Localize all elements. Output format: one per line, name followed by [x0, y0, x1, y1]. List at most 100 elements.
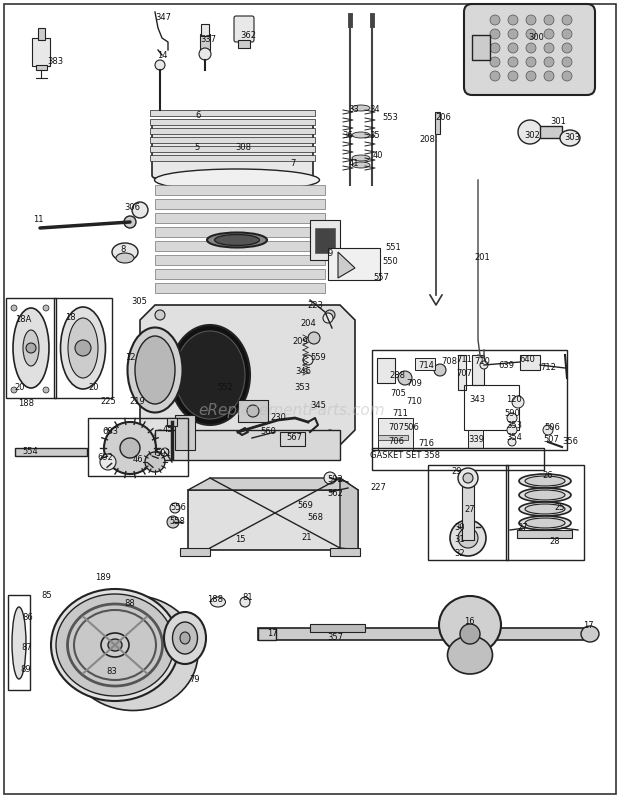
- Ellipse shape: [154, 169, 319, 191]
- Bar: [155, 255, 325, 265]
- Text: 301: 301: [550, 117, 566, 127]
- Text: 552: 552: [217, 384, 233, 393]
- Bar: [372, 448, 544, 470]
- Circle shape: [124, 216, 136, 228]
- Text: 86: 86: [22, 613, 33, 622]
- Circle shape: [11, 305, 17, 311]
- Circle shape: [145, 452, 165, 472]
- Circle shape: [543, 425, 553, 435]
- Circle shape: [11, 387, 17, 393]
- Ellipse shape: [170, 325, 250, 425]
- Polygon shape: [188, 478, 358, 490]
- Bar: [238, 400, 268, 422]
- Polygon shape: [338, 252, 355, 278]
- Text: 230: 230: [270, 413, 286, 422]
- Text: 707: 707: [388, 424, 404, 433]
- Bar: [155, 185, 325, 195]
- Text: 27: 27: [518, 523, 528, 532]
- Text: 31: 31: [454, 535, 466, 544]
- Text: 15: 15: [235, 535, 246, 544]
- Circle shape: [544, 57, 554, 67]
- Ellipse shape: [164, 612, 206, 664]
- Ellipse shape: [51, 589, 179, 701]
- Circle shape: [155, 430, 165, 440]
- Text: 83: 83: [107, 667, 117, 677]
- Text: 120: 120: [506, 396, 522, 405]
- Ellipse shape: [519, 474, 571, 488]
- Bar: [506, 465, 584, 560]
- Text: 85: 85: [42, 591, 52, 601]
- Bar: [258, 628, 593, 640]
- Circle shape: [460, 624, 480, 644]
- Text: 556: 556: [170, 503, 186, 512]
- Circle shape: [325, 310, 335, 320]
- Text: 9: 9: [327, 248, 332, 258]
- Bar: [155, 199, 325, 209]
- Circle shape: [458, 528, 478, 548]
- Text: 14: 14: [157, 52, 167, 61]
- Circle shape: [508, 29, 518, 39]
- Bar: [258, 628, 276, 640]
- Text: 354: 354: [506, 433, 522, 443]
- Bar: [540, 126, 562, 138]
- Bar: [238, 40, 250, 48]
- Circle shape: [507, 413, 517, 423]
- Text: 305: 305: [131, 298, 147, 306]
- Ellipse shape: [525, 490, 565, 500]
- Circle shape: [508, 71, 518, 81]
- Circle shape: [100, 454, 116, 470]
- Bar: [315, 228, 335, 253]
- Ellipse shape: [108, 639, 122, 651]
- Text: 712: 712: [540, 364, 556, 373]
- Text: 383: 383: [47, 57, 63, 66]
- Circle shape: [526, 29, 536, 39]
- Text: 46: 46: [133, 456, 143, 464]
- Text: 45: 45: [162, 425, 173, 434]
- Text: 692: 692: [97, 453, 113, 463]
- Circle shape: [508, 438, 516, 446]
- Bar: [464, 385, 519, 430]
- Ellipse shape: [525, 518, 565, 528]
- Ellipse shape: [175, 331, 245, 419]
- Text: 640: 640: [519, 355, 535, 365]
- Circle shape: [308, 332, 320, 344]
- Text: 20: 20: [15, 384, 25, 393]
- Text: 188: 188: [207, 595, 223, 605]
- Text: 30: 30: [454, 523, 466, 532]
- Text: 337: 337: [200, 35, 216, 45]
- Text: 306: 306: [124, 203, 140, 212]
- Text: 17: 17: [583, 621, 593, 630]
- Circle shape: [562, 29, 572, 39]
- Bar: [372, 350, 567, 450]
- Text: 557: 557: [373, 274, 389, 282]
- Text: 40: 40: [373, 152, 383, 160]
- Text: 16: 16: [464, 618, 474, 626]
- Text: 710: 710: [474, 358, 490, 366]
- Text: 89: 89: [20, 666, 32, 674]
- Ellipse shape: [352, 155, 370, 161]
- Ellipse shape: [135, 336, 175, 404]
- Text: 709: 709: [406, 378, 422, 388]
- Circle shape: [161, 448, 169, 456]
- Text: 693: 693: [102, 428, 118, 437]
- Bar: [150, 128, 315, 134]
- Ellipse shape: [23, 330, 39, 366]
- Bar: [328, 248, 380, 280]
- Text: 706: 706: [388, 437, 404, 445]
- Ellipse shape: [519, 516, 571, 530]
- Ellipse shape: [56, 594, 174, 696]
- Ellipse shape: [211, 597, 226, 607]
- Circle shape: [562, 43, 572, 53]
- Text: 591: 591: [155, 448, 171, 457]
- Text: 592: 592: [327, 476, 343, 484]
- Bar: [188, 490, 358, 550]
- Circle shape: [508, 43, 518, 53]
- Ellipse shape: [61, 307, 105, 389]
- Text: 308: 308: [235, 144, 251, 152]
- Circle shape: [512, 396, 524, 408]
- Bar: [54, 298, 112, 398]
- Text: 204: 204: [300, 318, 316, 327]
- Circle shape: [303, 355, 313, 365]
- Text: 639: 639: [498, 361, 514, 369]
- Text: 188: 188: [18, 398, 34, 408]
